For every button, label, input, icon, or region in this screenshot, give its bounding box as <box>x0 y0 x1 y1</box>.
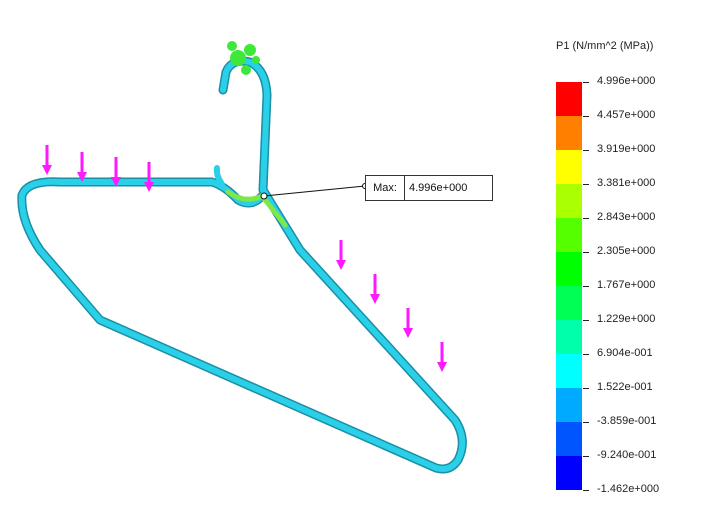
hanger-body <box>18 58 466 472</box>
load-arrow-icon <box>336 240 346 270</box>
color-legend-bar <box>556 82 582 490</box>
legend-tick <box>583 218 589 219</box>
probe-point <box>260 192 268 200</box>
legend-band <box>556 354 582 388</box>
legend-tick-label: 2.843e+000 <box>597 211 656 223</box>
legend-tick-label: 1.522e-001 <box>597 381 653 393</box>
fixture-icon <box>227 41 260 75</box>
load-arrow-icon <box>437 342 447 372</box>
legend-tick-label: -1.462e+000 <box>597 483 660 495</box>
legend-tick <box>583 286 589 287</box>
legend-tick-label: 1.229e+000 <box>597 313 656 325</box>
legend-tick <box>583 422 589 423</box>
legend-tick-label: -9.240e-001 <box>597 449 657 461</box>
legend-tick-label: 4.457e+000 <box>597 109 656 121</box>
legend-band <box>556 252 582 286</box>
legend-tick <box>583 354 589 355</box>
legend-band <box>556 184 582 218</box>
legend-band <box>556 388 582 422</box>
probe-leader-line <box>263 185 366 197</box>
legend-band <box>556 320 582 354</box>
legend-tick-label: 4.996e+000 <box>597 75 656 87</box>
legend-tick <box>583 388 589 389</box>
load-arrow-icon <box>111 157 121 187</box>
probe-label: Max: <box>366 176 405 200</box>
hanger-model <box>17 41 467 474</box>
probe-callout[interactable]: Max: 4.996e+000 <box>365 175 493 201</box>
legend-tick <box>583 456 589 457</box>
probe-value: 4.996e+000 <box>409 182 468 194</box>
load-arrow-icon <box>77 152 87 182</box>
legend-tick-label: 1.767e+000 <box>597 279 656 291</box>
load-arrow-icon <box>370 274 380 304</box>
legend-band <box>556 150 582 184</box>
load-arrow-icon <box>403 308 413 338</box>
legend-tick <box>583 320 589 321</box>
legend-tick <box>583 184 589 185</box>
legend-title: P1 (N/mm^2 (MPa)) <box>556 40 654 52</box>
load-arrow-icon <box>42 145 52 175</box>
hanger-hook-tip <box>213 165 225 187</box>
legend-band <box>556 116 582 150</box>
legend-tick <box>583 150 589 151</box>
legend-tick <box>583 82 589 83</box>
legend-tick-label: 3.919e+000 <box>597 143 656 155</box>
legend-band <box>556 422 582 456</box>
legend-tick-label: 2.305e+000 <box>597 245 656 257</box>
legend-band <box>556 286 582 320</box>
legend-tick <box>583 252 589 253</box>
load-arrow-icon <box>144 162 154 192</box>
legend-tick <box>583 116 589 117</box>
legend-tick <box>583 490 589 491</box>
load-arrows <box>42 145 447 372</box>
hanger-body-edge <box>17 56 467 474</box>
legend-tick-label: 3.381e+000 <box>597 177 656 189</box>
legend-tick-label: 6.904e-001 <box>597 347 653 359</box>
legend-band <box>556 456 582 490</box>
legend-tick-label: -3.859e-001 <box>597 415 657 427</box>
legend-band <box>556 82 582 116</box>
legend-band <box>556 218 582 252</box>
